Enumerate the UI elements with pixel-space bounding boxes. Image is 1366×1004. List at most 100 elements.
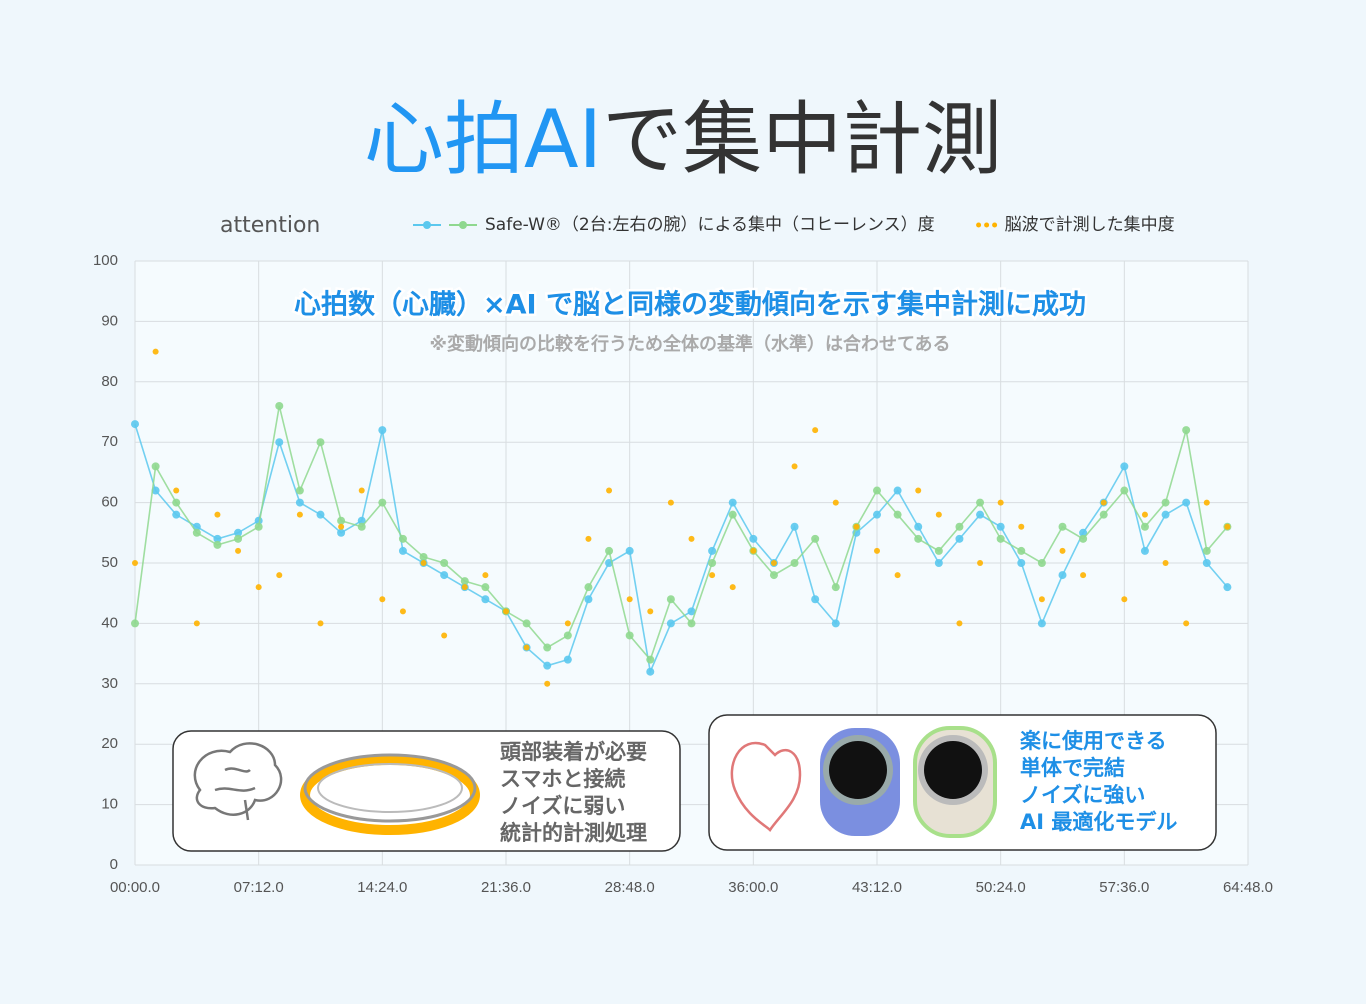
line-point: [687, 619, 696, 628]
dot: [853, 523, 860, 530]
line-point: [1202, 559, 1211, 567]
line-point: [316, 510, 325, 519]
line-point: [728, 498, 737, 507]
line-point: [769, 571, 778, 580]
line-point: [275, 438, 284, 447]
dot: [420, 560, 427, 566]
line-point: [1099, 510, 1108, 519]
line-point: [955, 522, 964, 531]
dot: [1100, 499, 1107, 506]
x-tick-label: 50:24.0: [976, 879, 1026, 896]
line-point: [811, 534, 820, 543]
watch-icons: [820, 726, 997, 838]
title-rest: で集中計測: [602, 93, 1002, 186]
headband-icon: [300, 753, 480, 835]
line-point: [337, 516, 346, 525]
page-title: 心拍AIで集中計測: [364, 93, 1002, 186]
line-point: [172, 498, 181, 507]
line-point: [398, 534, 407, 543]
line-point: [543, 643, 552, 652]
legend-label: Safe-W®（2台:左右の腕）による集中（コヒーレンス）度: [485, 215, 935, 235]
line-point: [1058, 522, 1067, 531]
x-tick-label: 21:36.0: [481, 879, 531, 896]
y-tick-label: 20: [101, 735, 118, 752]
line-point: [192, 528, 201, 537]
y-tick-label: 0: [110, 856, 118, 873]
dot: [956, 620, 963, 627]
x-tick-label: 43:12.0: [852, 879, 902, 896]
dot: [544, 680, 551, 687]
line-point: [1223, 583, 1232, 592]
line-point: [172, 510, 181, 519]
line-point: [563, 655, 572, 664]
dot: [1224, 523, 1231, 530]
line-point: [543, 661, 552, 670]
dot: [1018, 523, 1025, 530]
x-tick-label: 64:48.0: [1223, 879, 1273, 896]
line-point: [481, 583, 490, 592]
dot: [812, 427, 819, 434]
dot: [935, 511, 942, 518]
dot: [193, 620, 200, 627]
panel-text: 楽に使用できる: [1020, 729, 1167, 753]
x-tick-label: 00:00.0: [110, 879, 160, 896]
data: [131, 348, 1232, 687]
line-point: [708, 559, 717, 567]
line-point: [996, 534, 1005, 543]
dot: [461, 584, 468, 591]
dot: [441, 632, 448, 639]
line-point: [213, 534, 222, 543]
dot: [770, 560, 777, 566]
y-tick-label: 60: [101, 494, 118, 511]
line-point: [1079, 534, 1088, 543]
dot: [482, 572, 489, 579]
x-tick-label: 14:24.0: [357, 879, 407, 896]
dot: [1183, 620, 1190, 627]
line-point: [666, 595, 675, 604]
dot: [379, 596, 386, 603]
line-point: [481, 595, 490, 604]
legend-swatch: [976, 222, 982, 228]
line-point: [708, 546, 717, 555]
panel-text: 頭部装着が必要: [500, 740, 647, 764]
line-point: [1182, 426, 1191, 435]
line-point: [1037, 559, 1046, 567]
dot: [1059, 547, 1066, 554]
panel-text: スマホと接続: [500, 767, 625, 791]
dot: [832, 499, 839, 506]
line-point: [976, 498, 985, 507]
line-point: [440, 559, 449, 567]
dot: [152, 348, 159, 355]
x-tick-label: 07:12.0: [234, 879, 284, 896]
dot: [503, 608, 509, 615]
line-point: [419, 552, 428, 561]
line-point: [625, 631, 634, 640]
dot: [626, 596, 633, 603]
line-point: [151, 486, 160, 495]
line-point: [1202, 546, 1211, 555]
x-tick-label: 28:48.0: [605, 879, 655, 896]
line-point: [749, 534, 758, 543]
line-point: [316, 438, 325, 447]
dot: [647, 608, 654, 615]
dot: [874, 547, 880, 554]
y-tick-label: 40: [101, 614, 118, 631]
line-point: [1017, 546, 1026, 555]
line-point: [234, 528, 243, 537]
title-accent: 心拍AI: [364, 93, 602, 186]
line-point: [131, 420, 139, 429]
y-tick-label: 10: [101, 796, 118, 813]
y-tick-label: 30: [101, 675, 118, 692]
line-point: [1120, 486, 1129, 495]
line-point: [1140, 546, 1149, 555]
panel-text: AI 最適化モデル: [1020, 810, 1177, 834]
dot: [1141, 511, 1148, 518]
x-tick-label: 57:36.0: [1099, 879, 1149, 896]
line-point: [605, 546, 614, 555]
line-point: [522, 619, 531, 628]
dot: [667, 499, 674, 506]
dot: [688, 535, 695, 542]
panel-text: 統計的計測処理: [500, 821, 647, 845]
